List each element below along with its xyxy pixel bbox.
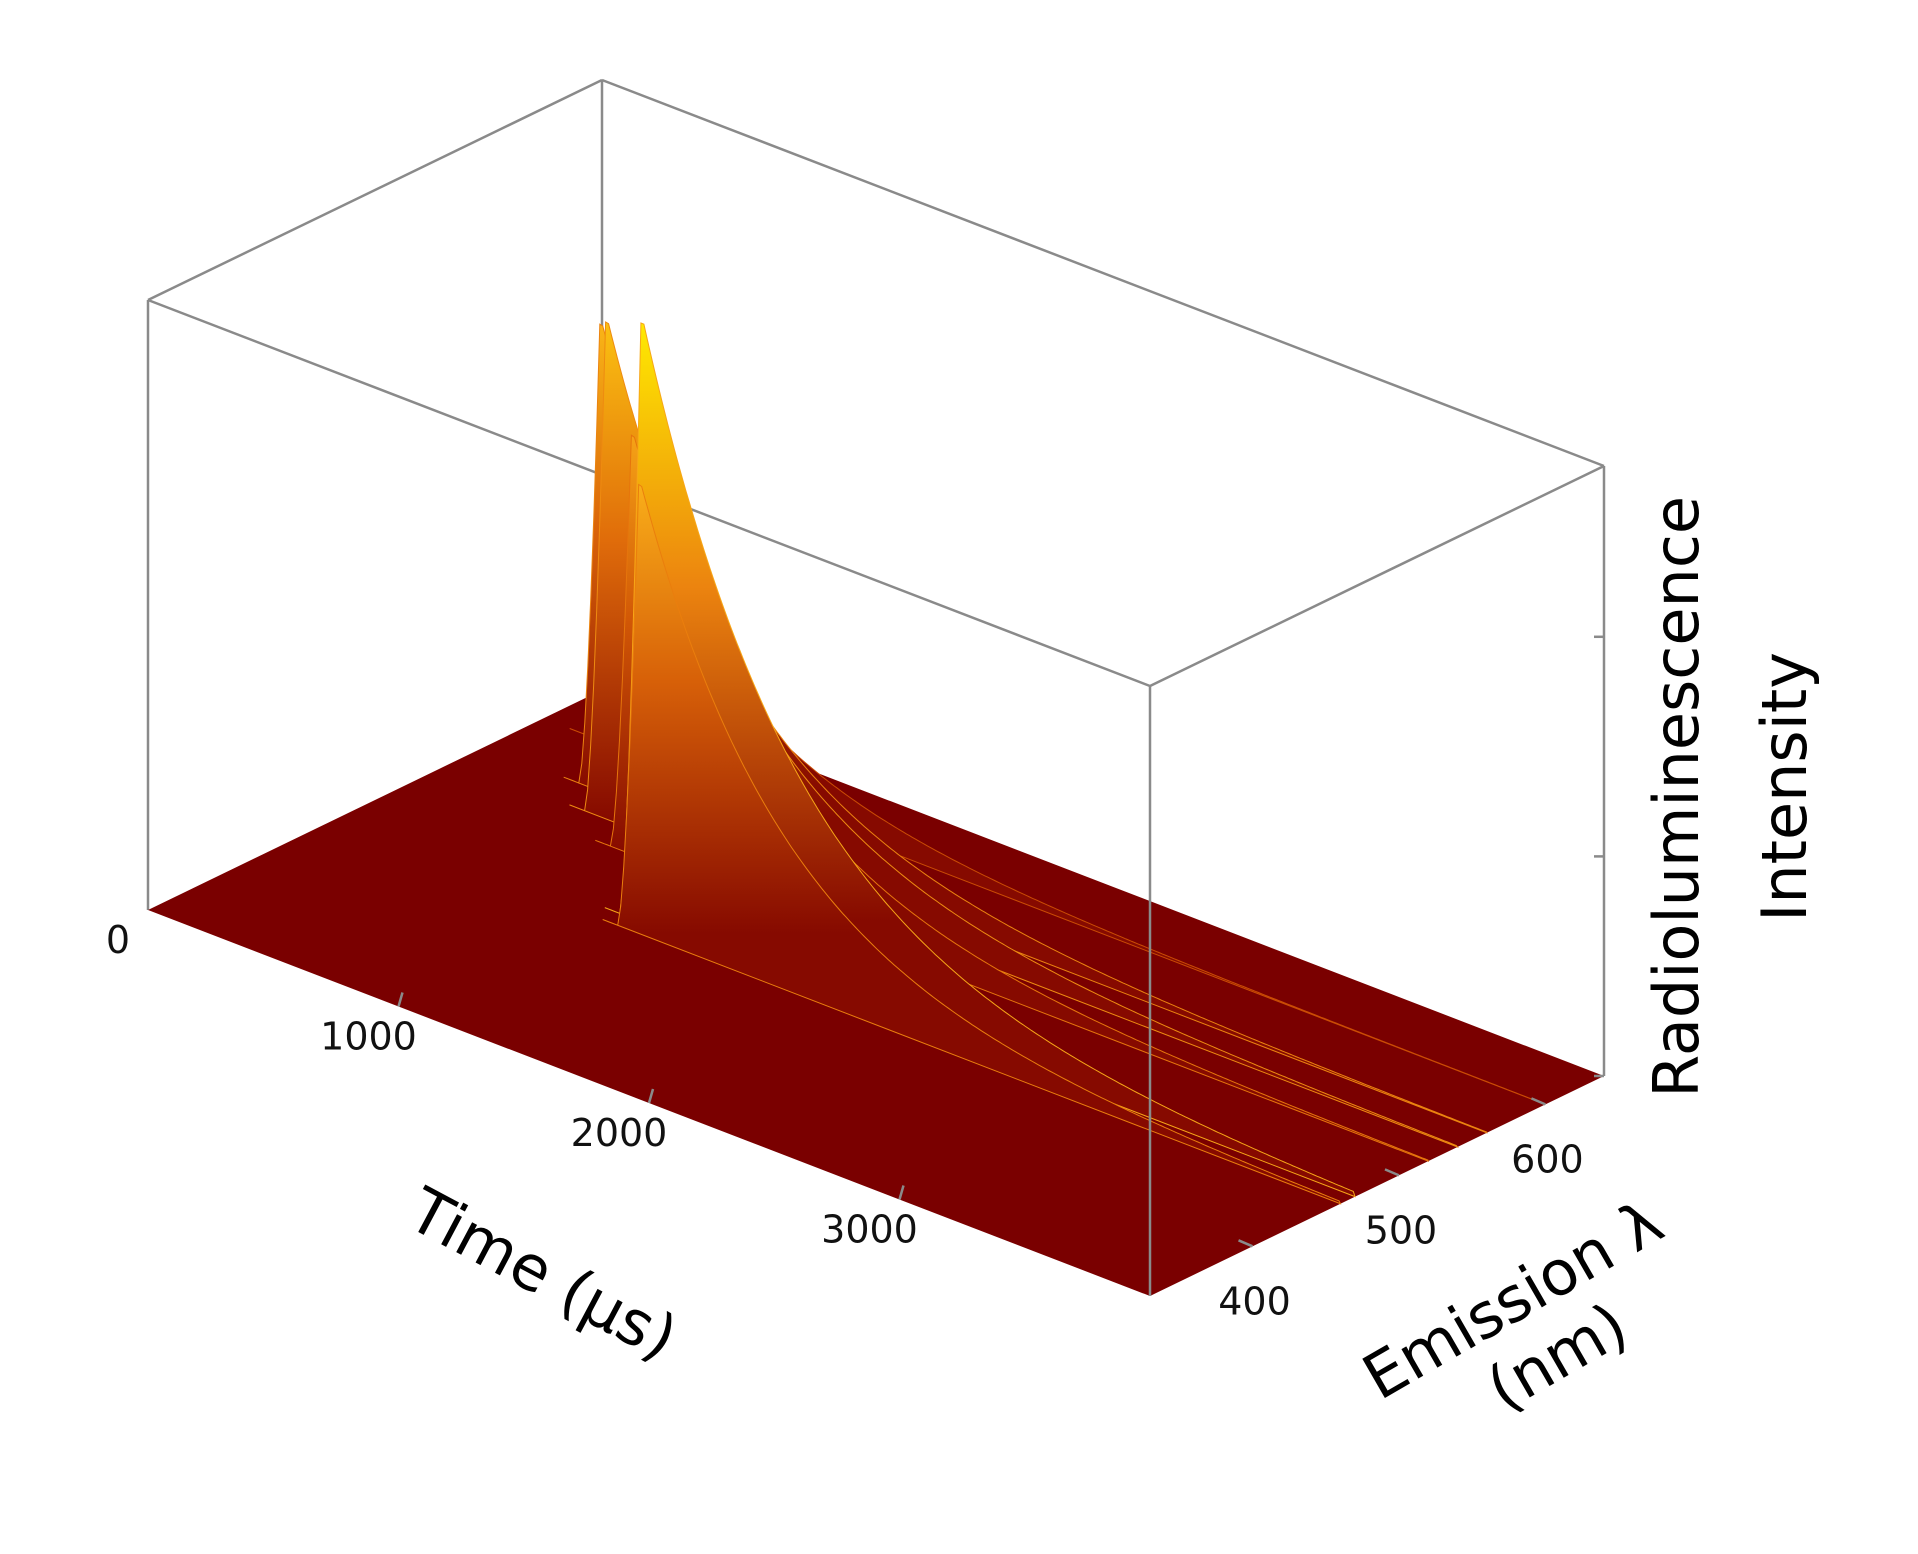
y-tick-mark-2	[1530, 1097, 1546, 1106]
axis-ticks: 0 1000 2000 3000 400 500 600	[106, 918, 1584, 1323]
y-tick-label-1: 500	[1365, 1208, 1438, 1252]
data-ridges	[563, 321, 1546, 1205]
x-tick-mark-2	[647, 1088, 655, 1104]
x-tick-label-0: 0	[106, 918, 130, 962]
x-tick-mark-1	[397, 992, 404, 1007]
z-axis-title: Radioluminescence Intensity	[1640, 476, 1821, 1098]
box-edge-back-4	[601, 78, 1605, 468]
x-tick-label-1: 1000	[320, 1015, 417, 1059]
axes-box-front	[1148, 635, 1604, 1296]
x-axis-title: Time (μs)	[396, 1173, 689, 1375]
y-tick-mark-1	[1384, 1168, 1400, 1177]
y-tick-label-2: 600	[1511, 1137, 1584, 1181]
box-edge-back-3	[147, 78, 603, 302]
y-tick-label-0: 400	[1218, 1279, 1291, 1323]
box-edge-back-6	[1149, 464, 1605, 688]
z-axis-title-line-1: Radioluminescence	[1640, 496, 1713, 1098]
z-axis-title-line-2: Intensity	[1748, 652, 1821, 922]
x-tick-label-2: 2000	[571, 1111, 668, 1155]
x-tick-label-3: 3000	[821, 1208, 918, 1252]
x-tick-mark-3	[898, 1185, 905, 1200]
ridge-series-460nm	[602, 483, 1342, 1205]
y-tick-mark-0	[1238, 1239, 1254, 1248]
